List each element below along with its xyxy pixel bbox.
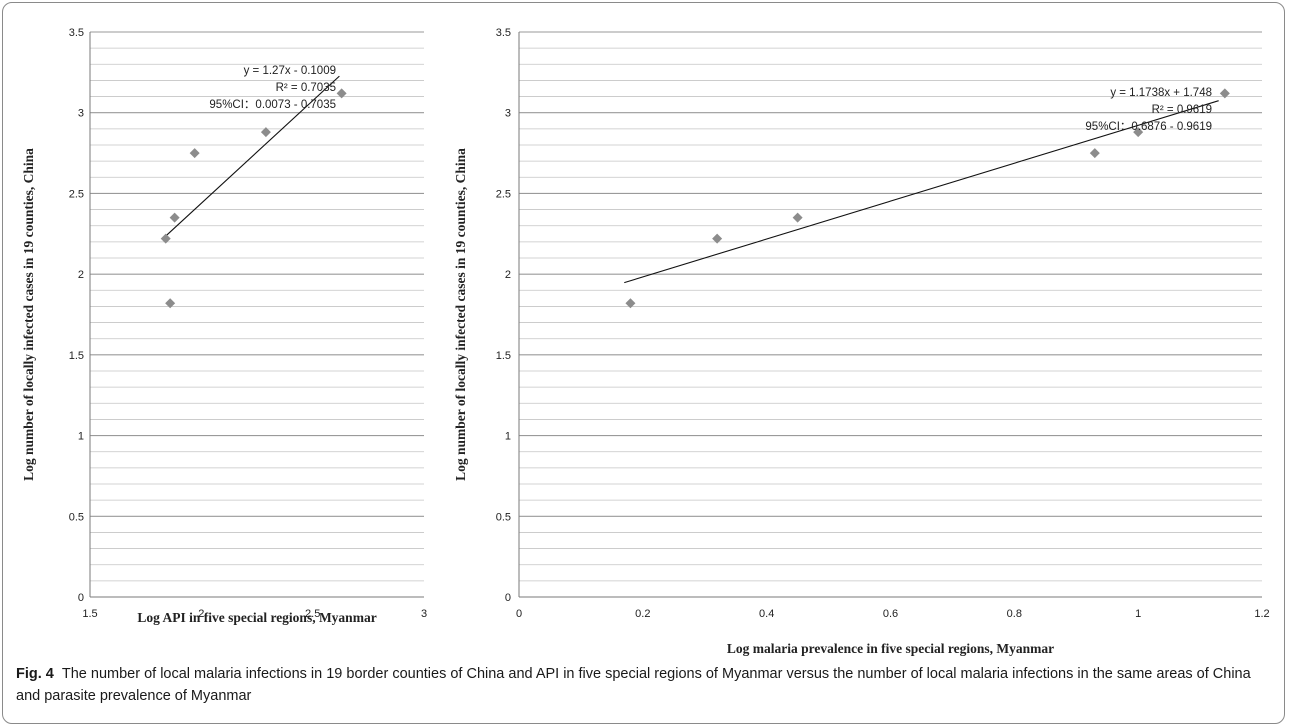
figure-caption-text: The number of local malaria infections i… <box>16 666 1251 704</box>
y-tick-label: 2.5 <box>496 188 511 200</box>
data-point <box>189 148 200 159</box>
data-point <box>160 233 171 244</box>
figure-caption: Fig. 4 The number of local malaria infect… <box>16 663 1266 707</box>
trendline-annotation: y = 1.27x - 0.1009 <box>244 65 336 77</box>
trendline <box>624 100 1219 284</box>
data-point <box>1133 127 1144 138</box>
chart-panel-2: 0 0.5 1 1.5 2 2.5 3 3.5 0 0.2 0.4 0.6 0.8 1 1.2 Log num… <box>453 27 1270 656</box>
x-tick-label: 0.6 <box>883 608 898 620</box>
y-axis-label: Log number of locally infected cases in … <box>21 148 36 481</box>
trendline-annotation: y = 1.1738x + 1.748 <box>1110 87 1212 99</box>
data-point <box>260 127 271 138</box>
y-tick-label: 3.5 <box>69 27 84 39</box>
figure-label: Fig. 4 <box>16 666 54 682</box>
x-tick-label: 2.5 <box>305 608 320 620</box>
y-tick-label: 0 <box>78 592 84 604</box>
x-tick-label: 1.2 <box>1254 608 1269 620</box>
chart-panel-1: 0 0.5 1 1.5 2 2.5 3 3.5 1.5 2 2.5 3 Log number of lo… <box>21 27 427 625</box>
x-tick-label: 0.4 <box>759 608 774 620</box>
y-tick-label: 1 <box>78 431 84 443</box>
y-tick-label: 3 <box>78 108 84 120</box>
x-tick-label: 1 <box>1135 608 1141 620</box>
data-point <box>1219 88 1230 99</box>
y-tick-label: 0.5 <box>496 511 511 523</box>
y-tick-label: 3 <box>505 108 511 120</box>
y-tick-label: 1 <box>505 431 511 443</box>
y-tick-label: 2.5 <box>69 188 84 200</box>
y-tick-label: 0 <box>505 592 511 604</box>
trendline-annotation: 95%CI：0.6876 - 0.9619 <box>1085 121 1212 133</box>
x-tick-label: 0.8 <box>1007 608 1022 620</box>
data-point <box>712 233 723 244</box>
y-tick-label: 2 <box>505 269 511 281</box>
gridlines <box>90 31 424 598</box>
data-point <box>792 212 803 223</box>
trendline-annotation: R² = 0.7035 <box>276 82 336 94</box>
y-tick-label: 2 <box>78 269 84 281</box>
gridlines <box>519 31 1262 598</box>
data-point <box>169 212 180 223</box>
figure-charts: 0 0.5 1 1.5 2 2.5 3 3.5 1.5 2 2.5 3 Log number of lo… <box>21 27 1270 656</box>
x-tick-label: 0 <box>516 608 522 620</box>
x-tick-label: 2 <box>198 608 204 620</box>
x-axis-label: Log malaria prevalence in five special r… <box>727 641 1054 656</box>
trendline-annotation: 95%CI：0.0073 - 0.7035 <box>209 99 336 111</box>
x-tick-label: 3 <box>421 608 427 620</box>
y-tick-label: 0.5 <box>69 511 84 523</box>
trendline-annotation: R² = 0.9619 <box>1152 104 1212 116</box>
x-tick-label: 0.2 <box>635 608 650 620</box>
trendline <box>165 75 340 237</box>
y-tick-label: 3.5 <box>496 27 511 39</box>
y-tick-label: 1.5 <box>496 350 511 362</box>
x-axis-label: Log API in five special regions, Myanmar <box>137 610 376 625</box>
data-point <box>336 88 347 99</box>
data-point <box>625 298 636 309</box>
data-point <box>165 298 176 309</box>
y-tick-label: 1.5 <box>69 350 84 362</box>
x-tick-label: 1.5 <box>82 608 97 620</box>
y-axis-label: Log number of locally infected cases in … <box>453 148 468 481</box>
data-point <box>1089 148 1100 159</box>
